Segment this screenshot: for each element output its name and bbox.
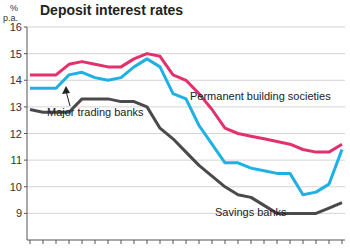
- y-tick-label: 13: [10, 101, 22, 113]
- x-tick: [290, 240, 291, 244]
- title: Deposit interest rates: [40, 2, 183, 18]
- x-tick: [238, 240, 239, 244]
- x-tick: [173, 240, 174, 244]
- grid-line: [27, 160, 345, 161]
- x-tick: [251, 240, 252, 244]
- x-tick: [303, 240, 304, 244]
- x-tick: [82, 240, 83, 244]
- lines: [30, 54, 342, 214]
- y-label: %p.a.: [3, 3, 18, 23]
- x-tick: [95, 240, 96, 244]
- x-tick: [277, 240, 278, 244]
- chart: Deposit interest rates %p.a. 9 10 11 12 13 14 15…: [0, 0, 350, 251]
- x-tick: [186, 240, 187, 244]
- grid-line: [27, 53, 345, 54]
- y-tick-label: 16: [10, 21, 22, 33]
- y-tick-label: 11: [11, 154, 22, 166]
- y-label-part: %: [10, 3, 18, 13]
- y-tick-label: 12: [10, 128, 22, 140]
- y-tick-label: 14: [10, 74, 22, 86]
- x-tick: [134, 240, 135, 244]
- y-tick-label: 15: [10, 48, 22, 60]
- legend-label: Major trading banks: [47, 106, 144, 118]
- x-tick: [199, 240, 200, 244]
- legend-label: Permanent building societies: [190, 90, 331, 102]
- x-tick: [121, 240, 122, 244]
- grid-line: [27, 27, 345, 28]
- x-tick: [329, 240, 330, 244]
- y-axis: [27, 27, 28, 240]
- x-tick: [108, 240, 109, 244]
- series-line: [30, 99, 342, 213]
- x-tick: [56, 240, 57, 244]
- x-tick: [160, 240, 161, 244]
- y-tick-label: 9: [16, 207, 22, 219]
- x-tick: [147, 240, 148, 244]
- x-tick: [264, 240, 265, 244]
- grid-line: [27, 133, 345, 134]
- x-tick: [342, 240, 343, 244]
- x-tick: [225, 240, 226, 244]
- arrow-head: [62, 86, 70, 94]
- y-tick-label: 10: [10, 181, 22, 193]
- legend-label: Savings banks: [215, 206, 287, 218]
- x-tick: [316, 240, 317, 244]
- x-tick: [30, 240, 31, 244]
- x-tick: [69, 240, 70, 244]
- x-tick: [43, 240, 44, 244]
- x-tick: [212, 240, 213, 244]
- series-line: [30, 59, 342, 195]
